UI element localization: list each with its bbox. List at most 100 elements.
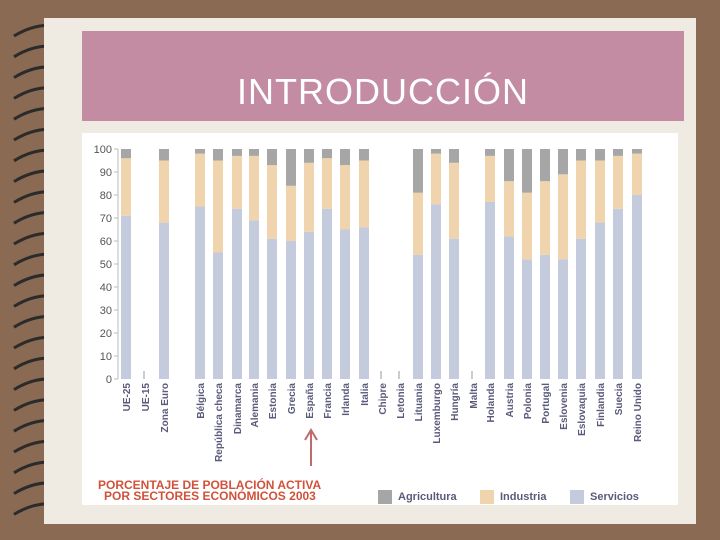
x-tick-label: Chipre [378, 383, 389, 415]
bar-agricultura [304, 149, 314, 163]
bar-servicios [413, 254, 423, 379]
bar-servicios [232, 208, 242, 379]
x-tick-label: Austria [505, 383, 516, 418]
chart-panel: 0 10 20 30 40 50 60 70 80 90 100 UE-25 UE-15 Zona Eu… [82, 133, 678, 505]
x-tick-label: Zona Euro [160, 383, 171, 432]
bar-servicios [576, 238, 586, 379]
bar-industria [449, 162, 459, 239]
bar-agricultura [121, 149, 131, 159]
y-tick-label: 60 [100, 236, 112, 248]
legend: Agricultura Industria Servicios [378, 490, 639, 504]
bar-industria [340, 165, 350, 230]
bar-servicios [359, 227, 369, 379]
legend-swatch-industria [480, 490, 494, 504]
x-tick-label: Portugal [541, 383, 552, 424]
bar-industria [304, 162, 314, 232]
bar-agricultura [286, 149, 296, 186]
bar-agricultura [522, 149, 532, 193]
bar-agricultura [359, 149, 369, 161]
bar-industria [522, 192, 532, 260]
bar-servicios [595, 222, 605, 379]
bar-agricultura [576, 149, 586, 161]
bar-industria [121, 158, 131, 216]
bar-industria [232, 155, 242, 209]
x-tick-label: Letonia [396, 383, 407, 419]
bar-agricultura [449, 149, 459, 163]
bar-agricultura [632, 149, 642, 154]
bar-servicios [540, 254, 550, 379]
x-tick-label: Hungría [450, 383, 461, 421]
x-tick-label: Alemania [250, 383, 261, 428]
bar-servicios [613, 208, 623, 379]
bar-industria [213, 160, 223, 253]
x-tick-label: República checa [214, 383, 225, 462]
bar-servicios [159, 222, 169, 379]
slide-title: INTRODUCCIÓN [237, 71, 529, 112]
x-tick-label: Luxemburgo [432, 383, 443, 444]
x-tick-label: Malta [469, 383, 480, 409]
y-tick-label: 80 [100, 190, 112, 202]
bar-industria [504, 181, 514, 237]
bar-servicios [485, 201, 495, 379]
bar-industria [632, 153, 642, 195]
bar-agricultura [159, 149, 169, 161]
y-tick-label: 0 [106, 374, 112, 386]
bar-agricultura [322, 149, 332, 159]
bar-industria [613, 155, 623, 209]
y-tick-label: 90 [100, 167, 112, 179]
x-tick-label: UE-15 [141, 383, 152, 412]
bar-agricultura [413, 149, 423, 193]
bar-agricultura [485, 149, 495, 156]
bar-agricultura [340, 149, 350, 166]
bar-servicios [267, 238, 277, 379]
bar-industria [359, 160, 369, 228]
x-tick-label: Estonia [268, 383, 279, 420]
bar-agricultura [213, 149, 223, 161]
bar-agricultura [267, 149, 277, 166]
y-tick-label: 50 [100, 259, 112, 271]
bar-industria [558, 174, 568, 260]
bar-industria [485, 155, 495, 202]
x-tick-label: Finlandia [596, 383, 607, 427]
bar-agricultura [431, 149, 441, 154]
x-tick-label: España [305, 383, 316, 419]
bar-industria [249, 155, 259, 221]
x-tick-label: Eslovaquia [577, 383, 588, 436]
bar-servicios [449, 238, 459, 379]
bar-industria [595, 160, 605, 223]
bar-agricultura [504, 149, 514, 182]
bar-servicios [121, 215, 131, 379]
espana-arrow-icon [304, 428, 318, 466]
y-tick-label: 100 [94, 144, 112, 156]
x-tick-label: Lituania [414, 383, 425, 422]
bar-agricultura [595, 149, 605, 161]
x-tick-label: Italia [360, 383, 371, 406]
bar-servicios [286, 241, 296, 379]
bar-servicios [322, 208, 332, 379]
x-tick-label: UE-25 [122, 383, 133, 412]
bar-industria [322, 158, 332, 209]
bar-agricultura [249, 149, 259, 156]
bar-servicios [522, 259, 532, 379]
legend-swatch-agricultura [378, 490, 392, 504]
bar-industria [159, 160, 169, 223]
bar-agricultura [558, 149, 568, 175]
bar-industria [431, 153, 441, 205]
y-tick-label: 30 [100, 305, 112, 317]
x-axis-labels: UE-25 UE-15 Zona Euro Bélgica República chec… [122, 383, 644, 462]
legend-label-industria: Industria [500, 491, 547, 503]
x-tick-label: Eslovenia [559, 383, 570, 430]
bar-industria [286, 185, 296, 241]
y-tick-label: 20 [100, 328, 112, 340]
y-tick-label: 10 [100, 351, 112, 363]
bar-industria [540, 181, 550, 255]
bar-agricultura [613, 149, 623, 156]
bars [121, 149, 642, 379]
chart-title-line2: POR SECTORES ECONÓMICOS 2003 [104, 488, 316, 503]
bar-industria [267, 165, 277, 239]
bar-servicios [632, 195, 642, 379]
x-tick-label: Bélgica [196, 383, 207, 419]
bar-servicios [558, 259, 568, 379]
legend-label-agricultura: Agricultura [398, 491, 458, 503]
legend-label-servicios: Servicios [590, 491, 639, 503]
